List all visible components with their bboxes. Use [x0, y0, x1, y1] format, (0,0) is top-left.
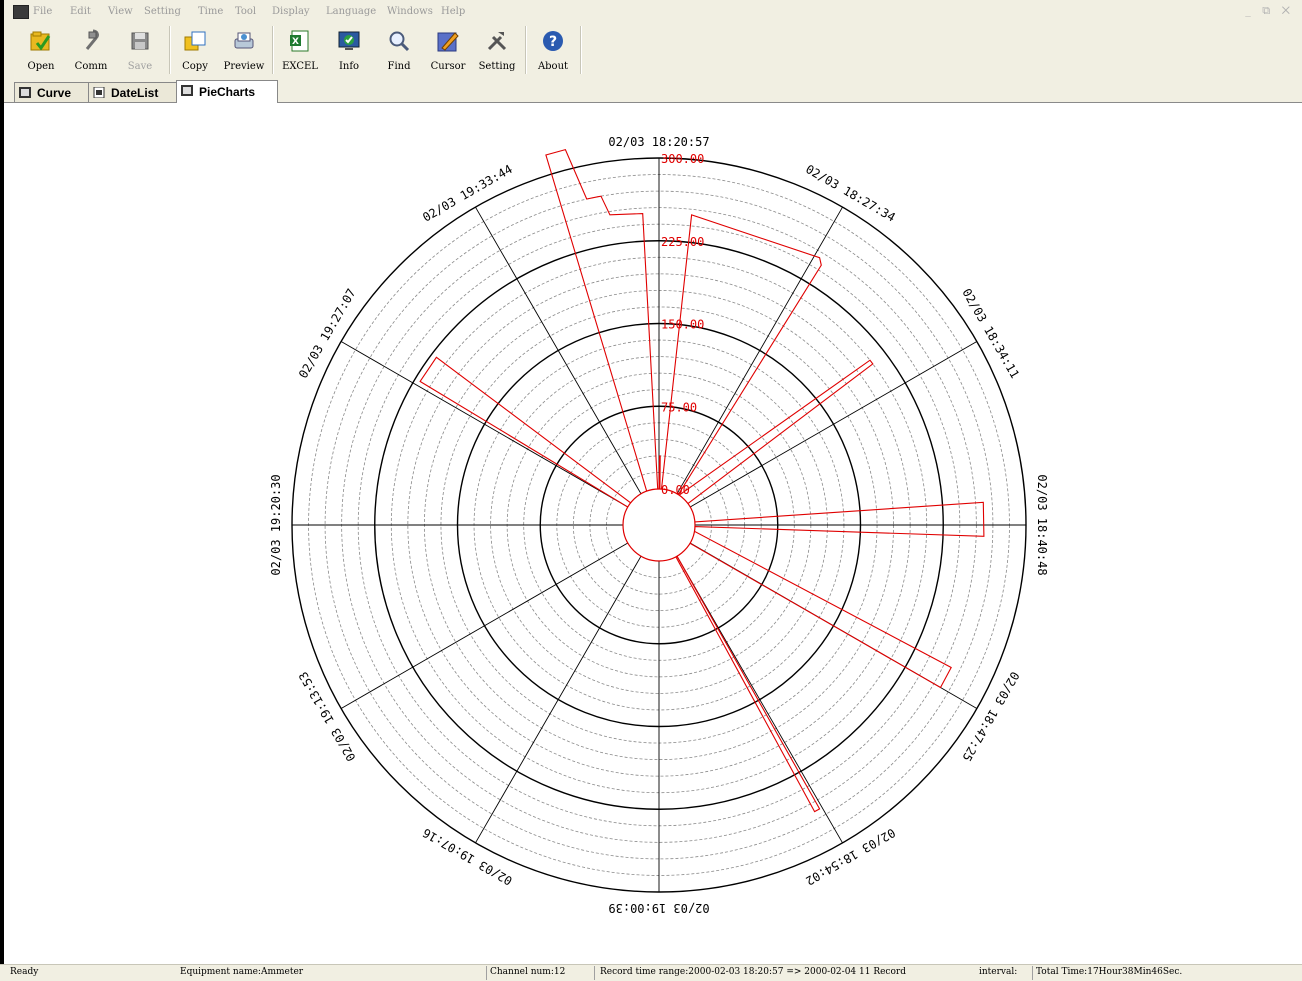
spoke-line — [475, 555, 642, 844]
preview-button[interactable]: Preview — [220, 25, 268, 77]
spoke-line — [340, 341, 629, 508]
find-button[interactable]: Find — [375, 25, 423, 77]
open-button[interactable]: Open — [17, 25, 65, 77]
cursor-label: Cursor — [430, 61, 466, 72]
chart-series — [419, 148, 985, 813]
copy-icon — [184, 31, 206, 51]
toolbar-separator — [525, 26, 527, 74]
menu-time[interactable]: Time — [198, 6, 224, 17]
menu-view[interactable]: View — [108, 6, 133, 17]
tab-label: DateList — [111, 86, 159, 100]
save-label: Save — [127, 61, 153, 72]
status-interval: interval: — [979, 967, 1018, 977]
comm-label: Comm — [74, 61, 108, 72]
radial-tick-label: 75.00 — [661, 400, 697, 414]
window-left-border — [0, 0, 4, 980]
spoke-line — [475, 206, 642, 495]
status-total-time: Total Time:17Hour38Min46Sec. — [1036, 967, 1183, 977]
spoke-line — [340, 542, 629, 709]
status-separator — [594, 966, 595, 980]
toolbar: Open Comm Save Copy Preview — [4, 22, 1302, 78]
menu-edit[interactable]: Edit — [70, 6, 91, 17]
svg-text:?: ? — [549, 34, 557, 50]
find-label: Find — [387, 61, 411, 72]
status-equipment: Equipment name:Ammeter — [180, 967, 304, 977]
tools-icon — [487, 32, 507, 51]
center-hub — [622, 488, 696, 562]
preview-label: Preview — [223, 61, 265, 72]
menu-help[interactable]: Help — [441, 6, 466, 17]
copy-label: Copy — [182, 61, 208, 72]
status-range: Record time range:2000-02-03 18:20:57 =>… — [600, 967, 906, 977]
help-icon: ? — [543, 31, 563, 51]
radial-tick-label: 150.00 — [661, 318, 704, 332]
comm-button[interactable]: Comm — [67, 25, 115, 77]
excel-icon: X — [290, 30, 309, 52]
menu-tool[interactable]: Tool — [235, 6, 257, 17]
tab-curve[interactable]: Curve — [14, 82, 90, 102]
svg-text:X: X — [292, 37, 299, 47]
cursor-button[interactable]: Cursor — [424, 25, 472, 77]
menu-windows[interactable]: Windows — [387, 6, 433, 17]
excel-button[interactable]: X EXCEL — [276, 25, 324, 77]
toolbar-separator — [169, 26, 171, 74]
tab-datelist[interactable]: DateList — [88, 82, 178, 102]
status-ready: Ready — [10, 967, 39, 977]
info-label: Info — [338, 61, 360, 72]
save-button[interactable]: Save — [116, 25, 164, 77]
setting-label: Setting — [478, 61, 516, 72]
chart-tab-icon — [19, 87, 31, 98]
open-label: Open — [27, 61, 55, 72]
tab-piecharts[interactable]: PieCharts — [176, 80, 278, 103]
excel-label: EXCEL — [282, 61, 318, 72]
tab-label: PieCharts — [199, 85, 256, 99]
about-button[interactable]: ? About — [529, 25, 577, 77]
folder-open-icon — [30, 31, 51, 51]
app-icon — [13, 5, 29, 19]
angular-time-label: 02/03 19:00:39 — [608, 901, 709, 915]
menu-bar: File Edit View Setting Time Tool Display… — [4, 0, 1302, 22]
status-bar: Ready Equipment name:Ammeter Channel num… — [0, 964, 1302, 981]
menu-display[interactable]: Display — [272, 6, 310, 17]
spoke-line — [676, 555, 843, 844]
floppy-disk-icon — [131, 32, 149, 50]
series-line — [419, 148, 985, 813]
status-channel: Channel num:12 — [490, 967, 566, 977]
copy-button[interactable]: Copy — [171, 25, 219, 77]
about-label: About — [537, 61, 569, 72]
angular-time-label: 02/03 18:40:48 — [1035, 474, 1049, 575]
window-controls[interactable]: _ ⧉ ✕ — [1245, 4, 1294, 17]
spoke-line — [689, 341, 978, 508]
status-separator — [486, 966, 487, 980]
document-tab-icon — [93, 87, 105, 98]
menu-file[interactable]: File — [33, 6, 53, 17]
tab-label: Curve — [37, 86, 72, 100]
polar-chart: 0.00 75.00 150.00 225.00 300.00 02/03 18:20:… — [269, 135, 1049, 915]
angular-time-label: 02/03 18:20:57 — [608, 135, 709, 149]
info-button[interactable]: Info — [325, 25, 373, 77]
print-preview-icon — [234, 32, 254, 49]
menu-language[interactable]: Language — [326, 6, 377, 17]
chart-spokes — [292, 158, 1026, 892]
pencil-cursor-icon — [437, 32, 459, 52]
status-separator — [1032, 966, 1033, 980]
info-monitor-icon — [338, 31, 360, 50]
plug-icon — [85, 29, 99, 50]
angular-time-label: 02/03 19:20:30 — [269, 474, 283, 575]
magnifier-icon — [389, 31, 410, 52]
menu-setting[interactable]: Setting — [144, 6, 181, 17]
chart-hub — [622, 488, 696, 562]
radial-tick-label: 225.00 — [661, 235, 704, 249]
spoke-line — [676, 206, 843, 495]
toolbar-separator — [580, 26, 582, 74]
tab-bar: Curve DateList PieCharts — [4, 78, 1302, 103]
setting-button[interactable]: Setting — [473, 25, 521, 77]
chart-tab-icon — [181, 85, 193, 96]
chart-radial-ticks: 0.00 75.00 150.00 225.00 300.00 — [661, 152, 704, 497]
toolbar-separator — [272, 26, 274, 74]
radial-tick-label: 300.00 — [661, 152, 704, 166]
radial-tick-label: 0.00 — [661, 483, 690, 497]
